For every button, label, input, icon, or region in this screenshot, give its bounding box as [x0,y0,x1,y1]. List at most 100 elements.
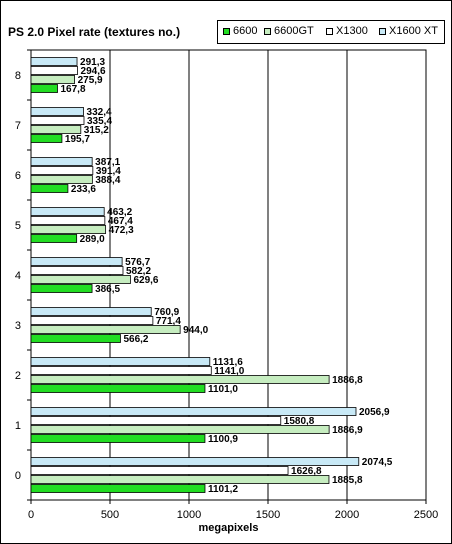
plot-border [30,49,427,501]
bar [30,207,105,216]
bar [30,475,330,484]
x-tick-label: 1500 [256,509,280,521]
bar [30,366,212,375]
bar [30,116,85,125]
bar [30,216,106,225]
legend-label: X1600 XT [389,25,438,37]
bar [30,175,93,184]
y-tick-label: 2 [15,370,21,382]
data-label: 1886,9 [332,425,363,436]
y-tick-label: 1 [15,420,21,432]
data-label: 386,5 [95,284,120,295]
bar [30,484,206,493]
bar [30,457,360,466]
bar [30,134,63,143]
data-label: 1131,6 [213,357,243,368]
data-label: 291,3 [80,57,105,68]
x-axis-title: megapixels [199,522,259,534]
legend-swatch [379,28,386,35]
data-label: 1141,0 [214,366,244,377]
data-label: 289,0 [80,234,105,245]
y-tick-label: 5 [15,220,21,232]
data-label: 1626,8 [291,466,322,477]
bar [30,307,152,316]
bar [30,66,78,75]
y-tick-label: 8 [15,70,21,82]
bar [30,166,94,175]
data-label: 760,9 [154,307,179,318]
bar [30,284,93,293]
bar [30,234,78,243]
data-label: 332,4 [87,107,112,118]
bar [30,184,69,193]
data-label: 1885,8 [332,475,363,486]
bar [30,266,124,275]
data-label: 388,4 [95,175,120,186]
legend-label: 6600 [233,25,258,37]
bar [30,316,154,325]
y-tick-label: 6 [15,170,21,182]
y-tick-label: 7 [15,120,21,132]
legend-swatch [223,28,230,35]
bar [30,57,78,66]
data-label: 472,3 [109,225,134,236]
bar [30,434,206,443]
data-label: 1100,9 [208,434,238,445]
bar [30,384,206,393]
data-label: 467,4 [108,216,133,227]
bar [30,84,58,93]
x-tick-label: 2500 [414,509,438,521]
data-label: 335,4 [87,116,112,127]
y-tick-label: 4 [15,270,21,282]
data-label: 391,4 [96,166,121,177]
data-label: 629,6 [133,275,158,286]
data-label: 195,7 [65,134,90,145]
data-label: 1101,0 [208,384,238,395]
bar [30,325,181,334]
data-label: 294,6 [81,66,106,77]
bar [30,466,289,475]
bar [30,107,84,116]
chart-title: PS 2.0 Pixel rate (textures no.) [8,25,181,39]
data-label: 576,7 [125,257,150,268]
x-tick-label: 0 [28,509,34,521]
data-label: 1580,8 [284,416,315,427]
data-label: 233,6 [71,184,96,195]
bar [30,425,330,434]
legend-label: X1300 [336,25,368,37]
bar [30,275,131,284]
data-label: 315,2 [84,125,109,136]
data-label: 771,4 [156,316,181,327]
data-label: 582,2 [126,266,151,277]
data-label: 463,2 [107,207,132,218]
data-label: 2056,9 [359,407,390,418]
bar [30,357,211,366]
bar [30,225,107,234]
data-label: 2074,5 [362,457,393,468]
data-label: 275,9 [78,75,103,86]
bar [30,257,123,266]
data-label: 387,1 [95,157,120,168]
bar [30,334,121,343]
data-label: 944,0 [183,325,208,336]
data-label: 566,2 [123,334,148,345]
bar [30,75,75,84]
y-tick-label: 0 [15,470,21,482]
x-tick-label: 1000 [177,509,201,521]
data-label: 1101,2 [208,484,238,495]
data-label: 167,8 [61,84,86,95]
bar [30,125,82,134]
y-tick-label: 3 [15,320,21,332]
plot-area [31,50,426,500]
legend-label: 6600GT [274,25,314,37]
legend-swatch [326,28,333,35]
data-label: 1886,8 [332,375,363,386]
bar [30,416,282,425]
legend: 6600 6600GT X1300 X1600 XT [217,20,445,44]
bar [30,157,93,166]
legend-swatch [264,28,271,35]
x-tick-label: 2000 [335,509,359,521]
bar [30,407,357,416]
x-tick-label: 500 [101,509,119,521]
